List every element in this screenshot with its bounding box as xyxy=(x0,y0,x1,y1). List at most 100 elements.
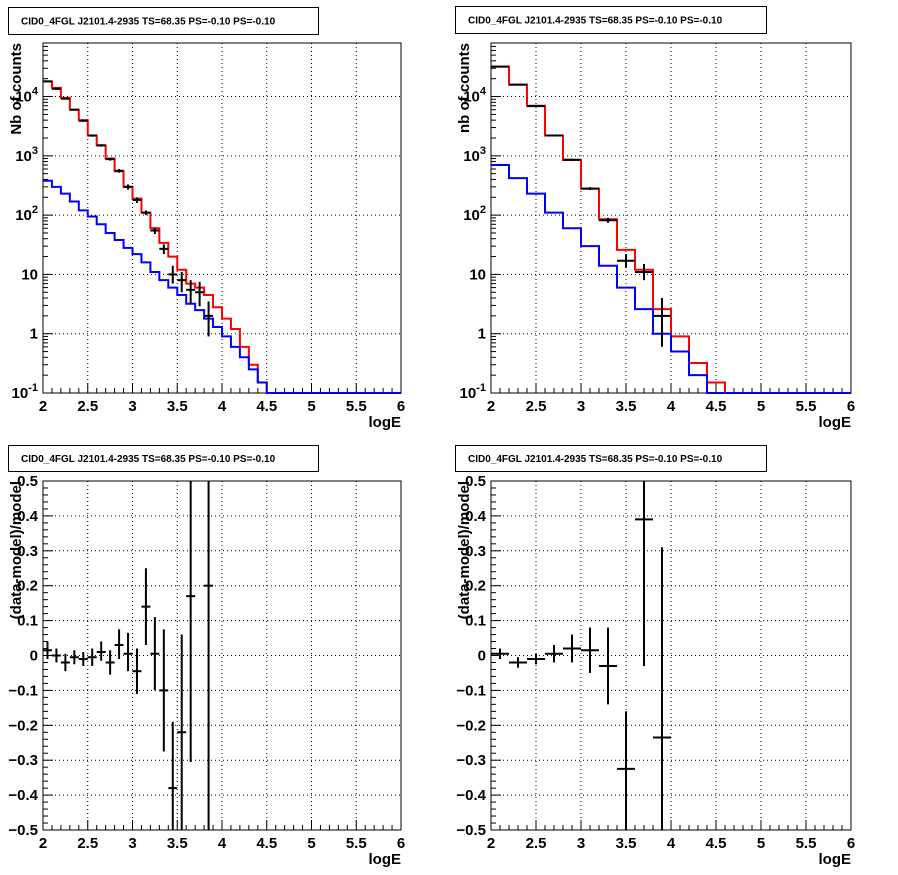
x-tick-label: 6 xyxy=(847,835,855,852)
x-tick-label: 3 xyxy=(577,398,585,415)
x-tick-label: 2.5 xyxy=(77,835,98,852)
x-tick-label: 4 xyxy=(218,398,227,415)
data-point xyxy=(491,65,509,68)
residual-point xyxy=(204,481,214,830)
chart-title: CID0_4FGL J2101.4-2935 TS=68.35 PS=-0.10… xyxy=(468,454,723,465)
y-tick-label: −0.3 xyxy=(8,752,38,769)
chart-title: CID0_4FGL J2101.4-2935 TS=68.35 PS=-0.10… xyxy=(21,454,276,465)
data-point xyxy=(105,157,115,161)
panel-residuals-left: CID0_4FGL J2101.4-2935 TS=68.35 PS=-0.10… xyxy=(8,445,405,868)
tick-base: 10 xyxy=(463,148,480,165)
residual-point xyxy=(653,547,671,830)
residual-point xyxy=(563,634,581,663)
x-tick-label: 2 xyxy=(487,835,495,852)
residual-point xyxy=(132,648,142,694)
residual-point xyxy=(168,721,178,830)
panel-residuals-right: CID0_4FGL J2101.4-2935 TS=68.35 PS=-0.10… xyxy=(455,445,855,868)
x-tick-label: 2 xyxy=(39,398,47,415)
y-tick-label: 10-1 xyxy=(12,382,38,402)
y-tick-label: 0.3 xyxy=(17,543,38,560)
tick-exponent: 3 xyxy=(480,145,486,157)
data-point xyxy=(527,105,545,108)
y-tick-label: 104 xyxy=(15,86,39,106)
model-source-histogram xyxy=(491,164,851,394)
data-point xyxy=(60,97,70,100)
tick-exponent: 2 xyxy=(480,204,486,216)
residual-point xyxy=(123,632,133,672)
x-tick-label: 5.5 xyxy=(796,398,817,415)
tick-exponent: 4 xyxy=(480,86,487,98)
residual-point xyxy=(617,711,635,830)
tick-exponent: -1 xyxy=(476,382,486,394)
x-tick-label: 4 xyxy=(667,835,676,852)
residual-point xyxy=(51,648,61,663)
data-point xyxy=(51,87,61,90)
x-tick-label: 3.5 xyxy=(167,398,188,415)
data-point xyxy=(599,217,617,223)
title-box xyxy=(8,445,319,472)
data-point xyxy=(159,244,169,255)
x-tick-label: 4 xyxy=(667,398,676,415)
data-point xyxy=(195,281,205,307)
data-point xyxy=(87,134,97,137)
data-point xyxy=(69,108,79,111)
y-tick-label: 102 xyxy=(15,204,38,224)
y-tick-label: −0.3 xyxy=(456,752,486,769)
y-tick-label: 103 xyxy=(463,145,486,165)
tick-exponent: -1 xyxy=(28,382,38,394)
residual-point xyxy=(141,568,151,646)
data-point xyxy=(617,254,635,268)
model-source-histogram xyxy=(43,179,401,394)
x-tick-label: 3.5 xyxy=(616,835,637,852)
chart-title: CID0_4FGL J2101.4-2935 TS=68.35 PS=-0.10… xyxy=(468,16,723,27)
data-point xyxy=(635,263,653,281)
residual-point xyxy=(60,653,70,672)
tick-base: 10 xyxy=(15,207,32,224)
tick-base: 10 xyxy=(12,385,29,402)
y-tick-label: −0.2 xyxy=(456,717,486,734)
data-point xyxy=(78,119,88,122)
data-point xyxy=(168,265,178,284)
x-axis-label: logE xyxy=(369,851,402,868)
x-tick-label: 5.5 xyxy=(346,835,367,852)
x-tick-label: 2.5 xyxy=(77,398,98,415)
y-tick-label: 0.3 xyxy=(465,543,486,560)
x-tick-label: 3.5 xyxy=(616,398,637,415)
y-axis-label: (data-model)/model xyxy=(8,481,25,619)
residual-point xyxy=(635,481,653,666)
data-point xyxy=(114,168,124,173)
residual-point xyxy=(599,627,617,705)
tick-base: 10 xyxy=(15,89,32,106)
y-tick-label: 0.5 xyxy=(17,473,38,490)
x-tick-label: 4.5 xyxy=(256,835,277,852)
residual-point xyxy=(527,653,545,665)
data-point xyxy=(581,187,599,191)
x-tick-label: 5 xyxy=(757,398,765,415)
y-tick-label: 10 xyxy=(21,266,38,283)
y-tick-label: −0.4 xyxy=(8,787,38,804)
residual-point xyxy=(78,652,88,666)
y-tick-label: −0.5 xyxy=(8,822,38,839)
residual-point xyxy=(491,648,509,659)
x-axis-label: logE xyxy=(819,851,852,868)
x-tick-label: 2 xyxy=(487,398,495,415)
x-tick-label: 5.5 xyxy=(346,398,367,415)
x-tick-label: 5 xyxy=(307,835,315,852)
x-tick-label: 4.5 xyxy=(706,398,727,415)
y-tick-label: −0.5 xyxy=(456,822,486,839)
data-point xyxy=(132,197,142,204)
chart-title: CID0_4FGL J2101.4-2935 TS=68.35 PS=-0.10… xyxy=(21,17,276,28)
y-tick-label: 1 xyxy=(478,326,486,343)
residual-point xyxy=(159,629,169,752)
x-tick-label: 4.5 xyxy=(256,398,277,415)
residual-point xyxy=(114,629,124,659)
data-point xyxy=(653,298,671,347)
x-tick-label: 6 xyxy=(847,398,855,415)
y-tick-label: 0.1 xyxy=(465,613,486,630)
residual-point xyxy=(43,641,52,659)
tick-base: 10 xyxy=(463,89,480,106)
y-tick-label: 10 xyxy=(469,266,486,283)
y-tick-label: 104 xyxy=(463,86,487,106)
residual-point xyxy=(545,645,563,663)
